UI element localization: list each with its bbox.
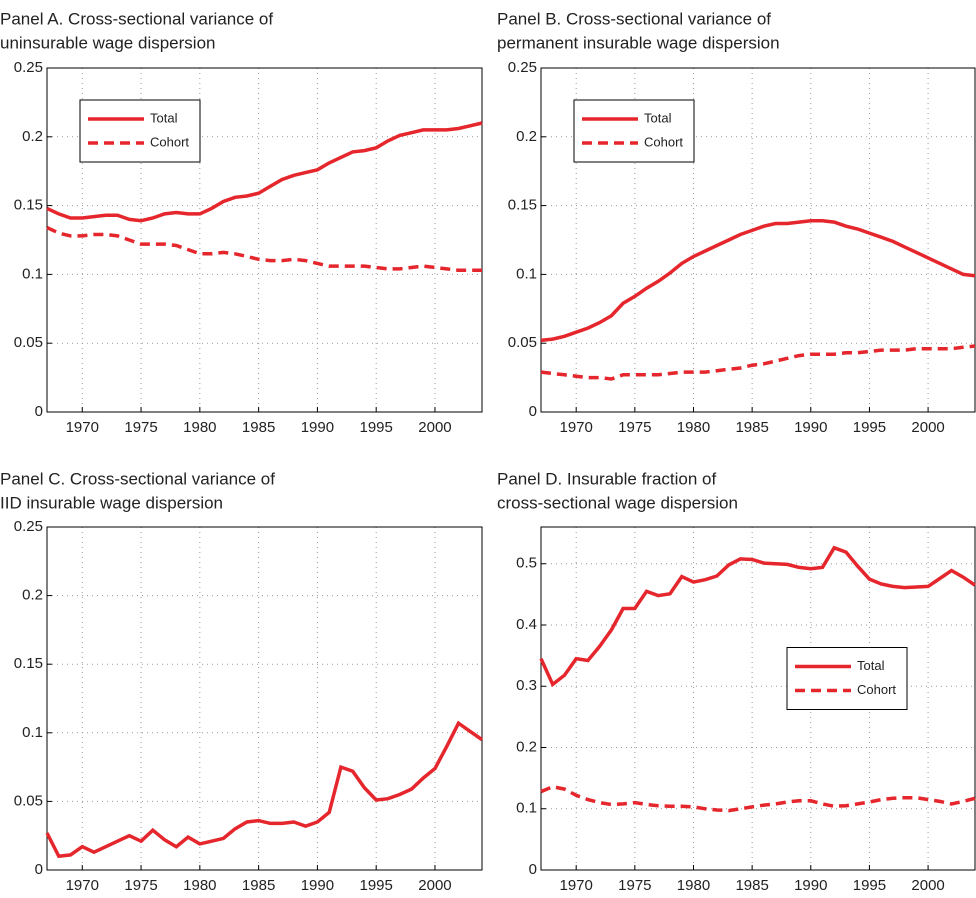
chart-title: cross-sectional wage dispersion: [497, 493, 738, 512]
data-line: [540, 784, 976, 813]
plot-frame: [540, 67, 976, 413]
x-tick-label: 1995: [853, 419, 886, 436]
chart-title: Panel C. Cross-sectional variance of: [0, 469, 275, 488]
y-tick-label: 0.5: [516, 555, 537, 572]
x-tick-label: 1990: [794, 877, 827, 894]
y-tick-label: 0.1: [516, 265, 537, 282]
legend-label: Total: [857, 658, 885, 673]
x-tick-label: 1970: [66, 419, 99, 436]
y-tick-label: 0.05: [14, 334, 43, 351]
y-tick-label: 0.3: [516, 677, 537, 694]
chart-title: Panel A. Cross-sectional variance of: [0, 9, 273, 28]
y-tick-label: 0: [529, 861, 537, 878]
legend-label: Total: [644, 110, 672, 125]
x-tick-label: 1985: [735, 419, 768, 436]
y-tick-label: 0.25: [508, 59, 537, 76]
y-tick-label: 0.15: [508, 197, 537, 214]
legend-label: Cohort: [644, 134, 683, 149]
y-tick-label: 0.15: [14, 197, 43, 214]
x-tick-label: 1990: [301, 419, 334, 436]
x-tick-label: 1985: [242, 877, 275, 894]
x-tick-label: 2000: [911, 877, 944, 894]
y-tick-label: 0.2: [22, 128, 43, 145]
plot-area: [541, 527, 975, 870]
data-line: [540, 344, 976, 381]
x-tick-label: 1970: [560, 419, 593, 436]
x-tick-label: 1980: [183, 419, 216, 436]
x-tick-label: 1975: [124, 877, 157, 894]
x-tick-label: 1985: [242, 419, 275, 436]
x-tick-label: 1990: [301, 877, 334, 894]
plot-frame: [46, 67, 483, 413]
y-tick-label: 0.1: [22, 265, 43, 282]
x-tick-label: 2000: [911, 419, 944, 436]
x-tick-label: 1970: [560, 877, 593, 894]
y-tick-label: 0.15: [14, 655, 43, 672]
x-tick-label: 1985: [735, 877, 768, 894]
plot-frame: [46, 526, 483, 871]
panel: Panel D. Insurable fraction of cross-sect…: [497, 469, 976, 894]
x-tick-label: 2000: [418, 877, 451, 894]
chart-title: uninsurable wage dispersion: [0, 33, 215, 52]
data-line: [45, 720, 484, 859]
y-tick-label: 0.2: [516, 128, 537, 145]
x-tick-label: 2000: [418, 419, 451, 436]
data-line: [540, 218, 976, 343]
y-tick-label: 0.25: [14, 59, 43, 76]
y-tick-label: 0.05: [14, 792, 43, 809]
y-tick-label: 0.1: [22, 724, 43, 741]
legend-box: [79, 99, 201, 163]
y-tick-label: 0.2: [516, 738, 537, 755]
panel: Panel C. Cross-sectional variance of IID …: [0, 469, 484, 894]
data-line: [539, 545, 976, 688]
plot-area: [47, 527, 482, 870]
x-tick-label: 1980: [677, 877, 710, 894]
chart-title: Panel B. Cross-sectional variance of: [497, 9, 771, 28]
legend-box: [786, 647, 908, 710]
x-tick-label: 1995: [360, 877, 393, 894]
x-tick-label: 1995: [360, 419, 393, 436]
panel: Panel A. Cross-sectional variance of unin…: [0, 9, 483, 436]
x-tick-label: 1990: [794, 419, 827, 436]
legend-label: Cohort: [150, 134, 189, 149]
chart-title: Panel D. Insurable fraction of: [497, 469, 717, 488]
y-tick-label: 0: [529, 403, 537, 420]
y-tick-label: 0: [35, 403, 43, 420]
chart-title: IID insurable wage dispersion: [0, 493, 223, 512]
plot-frame: [540, 526, 976, 871]
x-tick-label: 1995: [853, 877, 886, 894]
legend-label: Cohort: [857, 682, 896, 697]
y-tick-label: 0.2: [22, 587, 43, 604]
y-tick-label: 0.05: [508, 334, 537, 351]
panel: Panel B. Cross-sectional variance of perm…: [497, 9, 976, 436]
y-tick-label: 0.1: [516, 800, 537, 817]
y-tick-label: 0: [35, 861, 43, 878]
y-tick-label: 0.25: [14, 518, 43, 535]
data-line: [46, 226, 482, 273]
y-tick-label: 0.4: [516, 616, 537, 633]
x-tick-label: 1975: [618, 419, 651, 436]
x-tick-label: 1975: [124, 419, 157, 436]
legend-label: Total: [150, 110, 178, 125]
x-tick-label: 1970: [66, 877, 99, 894]
legend-box: [573, 99, 695, 163]
x-tick-label: 1980: [183, 877, 216, 894]
chart-title: permanent insurable wage dispersion: [497, 33, 780, 52]
data-line: [46, 121, 483, 223]
x-tick-label: 1975: [618, 877, 651, 894]
x-tick-label: 1980: [677, 419, 710, 436]
